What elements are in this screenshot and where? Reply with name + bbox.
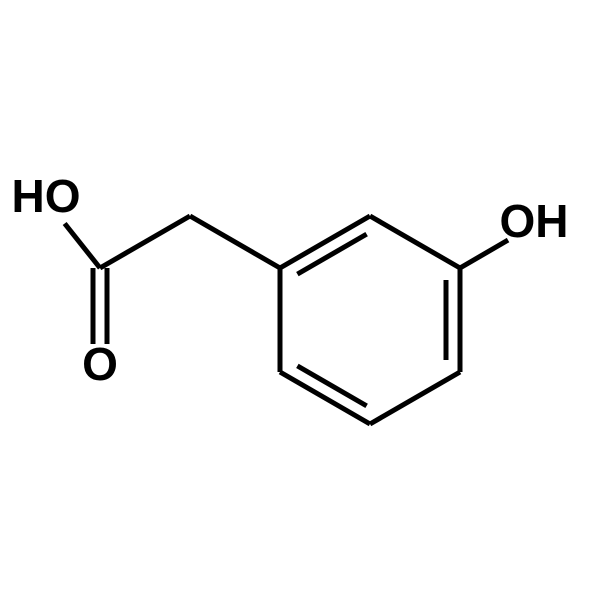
molecule-diagram: O HO OH <box>0 0 600 600</box>
atom-label-oh: OH <box>500 195 569 247</box>
atom-label-ho: HO <box>12 170 81 222</box>
atom-label-o-carbonyl: O <box>82 338 118 390</box>
diagram-background <box>0 0 600 600</box>
